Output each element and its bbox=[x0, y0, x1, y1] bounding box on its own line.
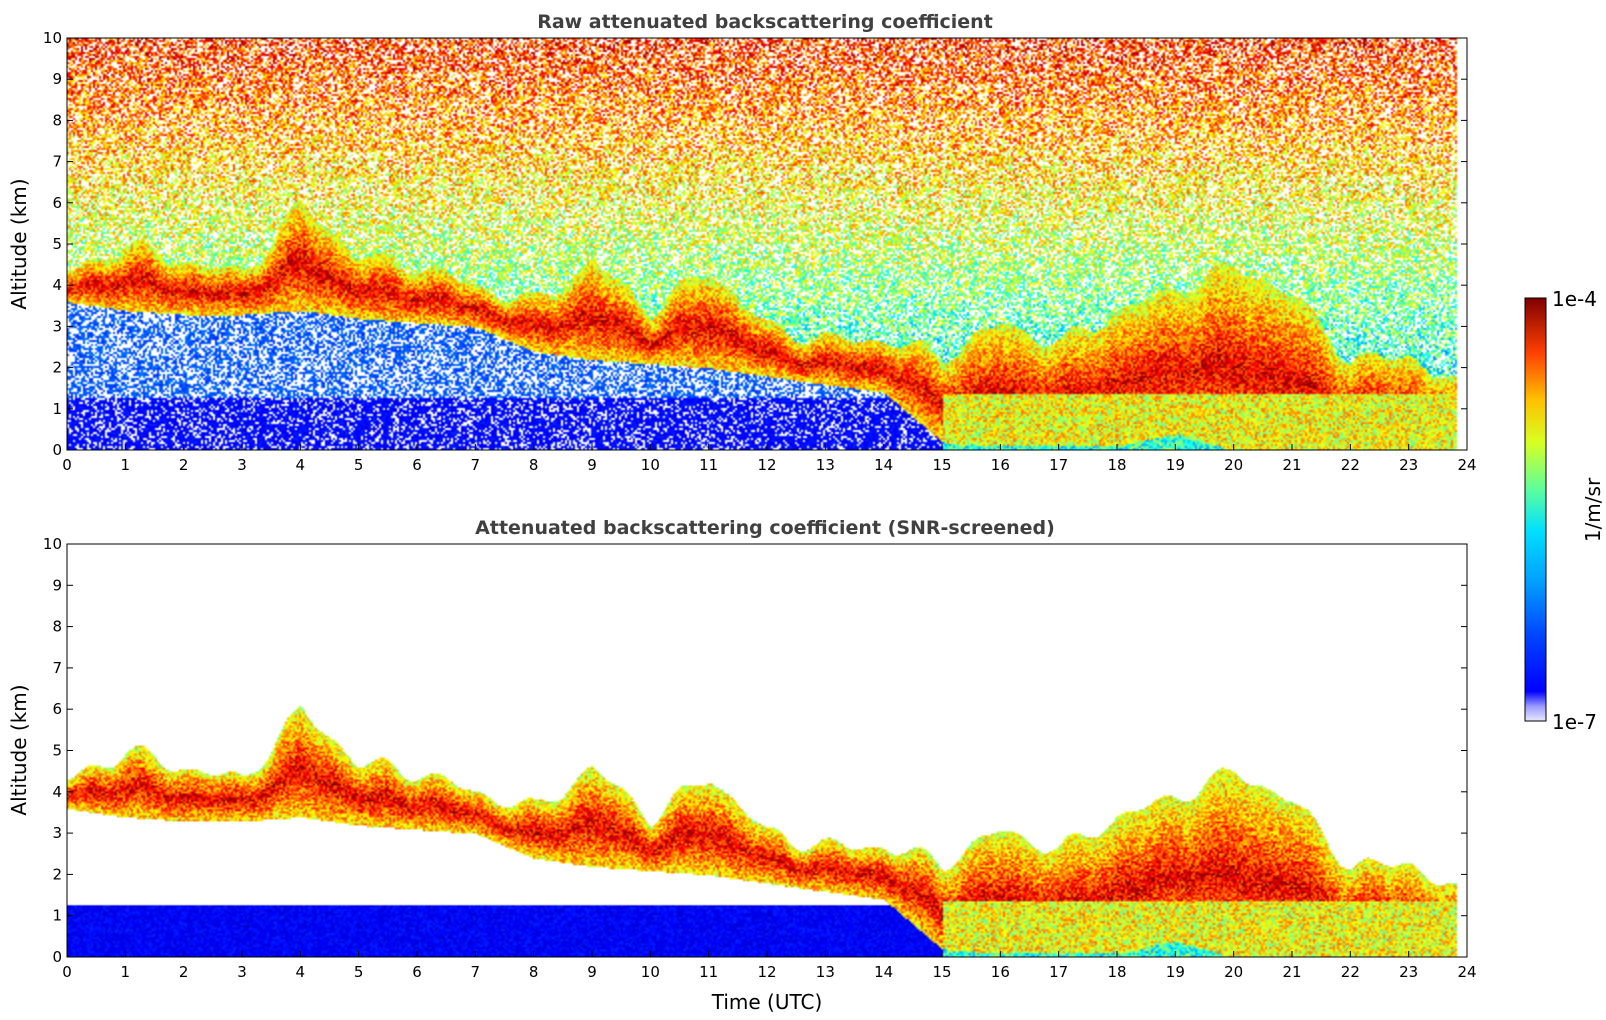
x-tick-label: 16 bbox=[991, 963, 1010, 981]
x-tick-label: 9 bbox=[587, 963, 597, 981]
y-tick-label: 5 bbox=[52, 235, 62, 253]
x-tick-label: 18 bbox=[1107, 456, 1126, 474]
x-tick-label: 2 bbox=[179, 456, 189, 474]
y-tick-label: 9 bbox=[52, 576, 62, 594]
x-tick-label: 3 bbox=[237, 963, 247, 981]
x-tick-label: 1 bbox=[121, 456, 131, 474]
y-tick-label: 10 bbox=[43, 535, 62, 553]
y-tick-label: 5 bbox=[52, 742, 62, 760]
x-tick-label: 8 bbox=[529, 456, 539, 474]
panel-title: Attenuated backscattering coefficient (S… bbox=[475, 517, 1055, 539]
x-tick-label: 11 bbox=[699, 456, 718, 474]
y-tick-label: 3 bbox=[52, 824, 62, 842]
y-tick-label: 7 bbox=[52, 153, 62, 171]
y-tick-label: 7 bbox=[52, 659, 62, 677]
x-tick-label: 24 bbox=[1457, 963, 1476, 981]
y-tick-label: 0 bbox=[52, 441, 62, 459]
colorbar-max-label: 1e-4 bbox=[1552, 287, 1597, 311]
axis-ticks: 0 1 2 3 4 5 6 7 8 9 10 11 12 13 14 15 16 17 18 19 20 21 22 23 24… bbox=[43, 29, 1477, 474]
x-tick-label: 6 bbox=[412, 963, 422, 981]
x-tick-label: 0 bbox=[62, 456, 72, 474]
y-tick-label: 0 bbox=[52, 948, 62, 966]
panel-title: Raw attenuated backscattering coefficien… bbox=[537, 11, 993, 33]
x-tick-label: 19 bbox=[1166, 456, 1185, 474]
x-tick-label: 17 bbox=[1049, 456, 1068, 474]
y-tick-label: 1 bbox=[52, 400, 62, 418]
y-tick-label: 2 bbox=[52, 865, 62, 883]
x-tick-label: 9 bbox=[587, 456, 597, 474]
y-tick-label: 4 bbox=[52, 783, 62, 801]
y-tick-label: 8 bbox=[52, 111, 62, 129]
panel-screened: Attenuated backscattering coefficient (S… bbox=[7, 517, 1477, 1014]
x-tick-label: 13 bbox=[816, 963, 835, 981]
x-tick-label: 23 bbox=[1399, 963, 1418, 981]
y-tick-label: 9 bbox=[52, 70, 62, 88]
x-tick-label: 3 bbox=[237, 456, 247, 474]
y-tick-label: 6 bbox=[52, 194, 62, 212]
x-tick-label: 5 bbox=[354, 456, 364, 474]
x-tick-label: 24 bbox=[1457, 456, 1476, 474]
colorbar-min-label: 1e-7 bbox=[1552, 710, 1597, 734]
y-tick-label: 4 bbox=[52, 276, 62, 294]
x-tick-label: 7 bbox=[471, 963, 481, 981]
x-tick-label: 23 bbox=[1399, 456, 1418, 474]
x-tick-label: 21 bbox=[1282, 963, 1301, 981]
y-tick-label: 3 bbox=[52, 317, 62, 335]
x-tick-label: 5 bbox=[354, 963, 364, 981]
axis-ticks: 0 1 2 3 4 5 6 7 8 9 10 11 12 13 14 15 16 17 18 19 20 21 22 23 24… bbox=[43, 535, 1477, 981]
x-tick-label: 1 bbox=[121, 963, 131, 981]
x-tick-label: 4 bbox=[296, 963, 306, 981]
x-tick-label: 2 bbox=[179, 963, 189, 981]
x-tick-label: 13 bbox=[816, 456, 835, 474]
x-tick-label: 4 bbox=[296, 456, 306, 474]
y-axis-label: Altitude (km) bbox=[7, 178, 31, 309]
x-tick-label: 20 bbox=[1224, 963, 1243, 981]
x-tick-label: 0 bbox=[62, 963, 72, 981]
y-axis-label: Altitude (km) bbox=[7, 684, 31, 815]
x-tick-label: 15 bbox=[932, 963, 951, 981]
colorbar-gradient bbox=[1524, 297, 1547, 722]
x-tick-label: 18 bbox=[1107, 963, 1126, 981]
x-tick-label: 22 bbox=[1341, 456, 1360, 474]
x-tick-label: 21 bbox=[1282, 456, 1301, 474]
x-tick-label: 12 bbox=[757, 963, 776, 981]
x-tick-label: 17 bbox=[1049, 963, 1068, 981]
x-tick-label: 20 bbox=[1224, 456, 1243, 474]
panel-raw: Raw attenuated backscattering coefficien… bbox=[7, 11, 1477, 474]
x-tick-label: 16 bbox=[991, 456, 1010, 474]
y-tick-label: 10 bbox=[43, 29, 62, 47]
x-tick-label: 10 bbox=[641, 963, 660, 981]
colorbar-unit-label: 1/m/sr bbox=[1581, 477, 1605, 542]
y-tick-label: 1 bbox=[52, 907, 62, 925]
x-tick-label: 8 bbox=[529, 963, 539, 981]
y-tick-label: 6 bbox=[52, 700, 62, 718]
x-tick-label: 7 bbox=[471, 456, 481, 474]
x-tick-label: 12 bbox=[757, 456, 776, 474]
y-tick-label: 8 bbox=[52, 618, 62, 636]
colorbar: 1e-4 1e-7 1/m/sr bbox=[1524, 287, 1605, 734]
y-tick-label: 2 bbox=[52, 359, 62, 377]
x-axis-label: Time (UTC) bbox=[711, 990, 823, 1014]
x-tick-label: 14 bbox=[874, 456, 893, 474]
heatmap-image bbox=[67, 544, 1467, 957]
heatmap-image bbox=[67, 38, 1467, 450]
x-tick-label: 22 bbox=[1341, 963, 1360, 981]
x-tick-label: 11 bbox=[699, 963, 718, 981]
x-tick-label: 6 bbox=[412, 456, 422, 474]
x-tick-label: 19 bbox=[1166, 963, 1185, 981]
x-tick-label: 10 bbox=[641, 456, 660, 474]
x-tick-label: 15 bbox=[932, 456, 951, 474]
x-tick-label: 14 bbox=[874, 963, 893, 981]
